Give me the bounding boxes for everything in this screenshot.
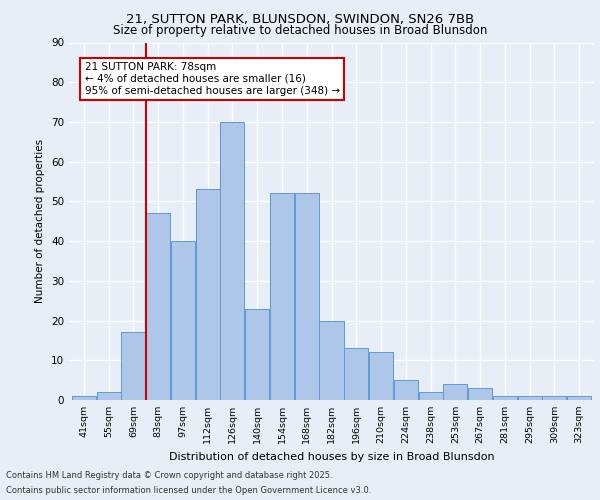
- Bar: [369, 352, 393, 400]
- Text: 21 SUTTON PARK: 78sqm
← 4% of detached houses are smaller (16)
95% of semi-detac: 21 SUTTON PARK: 78sqm ← 4% of detached h…: [85, 62, 340, 96]
- Text: Contains HM Land Registry data © Crown copyright and database right 2025.: Contains HM Land Registry data © Crown c…: [6, 471, 332, 480]
- Bar: [295, 194, 319, 400]
- Bar: [344, 348, 368, 400]
- Bar: [270, 194, 294, 400]
- Bar: [171, 241, 195, 400]
- Text: 21, SUTTON PARK, BLUNSDON, SWINDON, SN26 7BB: 21, SUTTON PARK, BLUNSDON, SWINDON, SN26…: [126, 12, 474, 26]
- X-axis label: Distribution of detached houses by size in Broad Blunsdon: Distribution of detached houses by size …: [169, 452, 494, 462]
- Bar: [196, 190, 220, 400]
- Bar: [146, 214, 170, 400]
- Bar: [518, 396, 542, 400]
- Bar: [468, 388, 492, 400]
- Bar: [220, 122, 244, 400]
- Text: Contains public sector information licensed under the Open Government Licence v3: Contains public sector information licen…: [6, 486, 371, 495]
- Y-axis label: Number of detached properties: Number of detached properties: [35, 139, 46, 304]
- Bar: [443, 384, 467, 400]
- Bar: [121, 332, 145, 400]
- Bar: [493, 396, 517, 400]
- Bar: [542, 396, 566, 400]
- Bar: [419, 392, 443, 400]
- Bar: [394, 380, 418, 400]
- Bar: [72, 396, 96, 400]
- Bar: [319, 320, 344, 400]
- Bar: [245, 308, 269, 400]
- Text: Size of property relative to detached houses in Broad Blunsdon: Size of property relative to detached ho…: [113, 24, 487, 37]
- Bar: [97, 392, 121, 400]
- Bar: [567, 396, 591, 400]
